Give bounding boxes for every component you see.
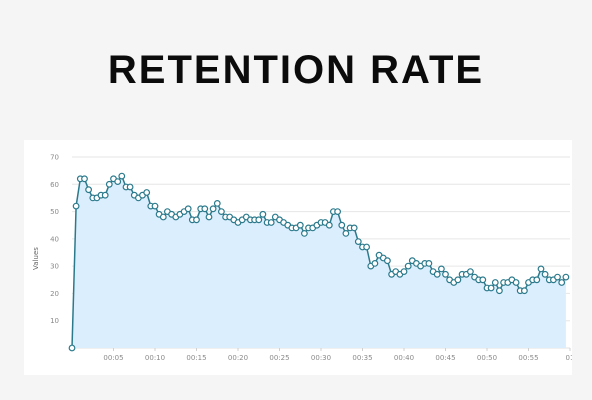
data-point[interactable] xyxy=(342,229,350,237)
y-axis-label: Values xyxy=(32,247,40,270)
data-point[interactable] xyxy=(105,180,113,188)
data-point[interactable] xyxy=(479,276,487,284)
data-point[interactable] xyxy=(85,186,92,194)
x-tick-label: 00:20 xyxy=(228,354,248,362)
chart-card: 10 20 30 40 50 60 70 00:05 00:10 00:15 00:20 00:25… xyxy=(24,140,572,375)
x-tick-label: 00:25 xyxy=(269,354,289,362)
area-fill-path xyxy=(72,176,566,348)
data-point[interactable] xyxy=(217,208,225,215)
x-tick-label: 00:15 xyxy=(186,354,206,362)
y-tick-label: 10 xyxy=(50,317,59,325)
data-point[interactable] xyxy=(159,213,167,221)
x-tick-label: 00:50 xyxy=(477,354,497,362)
data-point[interactable] xyxy=(454,276,462,284)
data-point[interactable] xyxy=(491,279,499,286)
data-point[interactable] xyxy=(537,265,545,273)
data-point[interactable] xyxy=(325,221,333,229)
x-tick-label: 00:05 xyxy=(103,354,123,362)
y-tick-label: 30 xyxy=(50,263,59,271)
x-tick-label: 00:45 xyxy=(435,354,455,362)
data-point[interactable] xyxy=(126,183,134,191)
data-point[interactable] xyxy=(487,284,495,292)
data-point[interactable] xyxy=(184,205,192,213)
data-point[interactable] xyxy=(114,178,122,185)
y-tick-label: 50 xyxy=(50,208,59,216)
data-point[interactable] xyxy=(350,224,358,232)
y-tick-label: 70 xyxy=(50,154,59,162)
data-point[interactable] xyxy=(301,229,308,237)
data-point[interactable] xyxy=(433,270,441,278)
data-point[interactable] xyxy=(384,257,391,265)
data-point[interactable] xyxy=(541,270,549,278)
x-tick-label: 00:40 xyxy=(394,354,414,362)
data-point[interactable] xyxy=(334,208,342,215)
data-point[interactable] xyxy=(533,276,541,284)
data-point[interactable] xyxy=(467,268,474,276)
data-point[interactable] xyxy=(338,221,346,229)
data-point[interactable] xyxy=(255,216,263,224)
data-point[interactable] xyxy=(201,205,209,213)
data-point[interactable] xyxy=(267,219,275,226)
x-tick-label: 00:35 xyxy=(352,354,372,362)
y-axis-ticks: 10 20 30 40 50 60 70 xyxy=(50,154,59,326)
data-point[interactable] xyxy=(205,213,213,221)
data-point[interactable] xyxy=(371,259,379,267)
y-tick-label: 40 xyxy=(50,235,59,243)
data-point[interactable] xyxy=(81,175,88,183)
data-point[interactable] xyxy=(442,270,449,278)
data-points xyxy=(68,172,570,352)
data-point[interactable] xyxy=(72,202,80,210)
data-point[interactable] xyxy=(354,238,362,245)
data-point[interactable] xyxy=(259,210,267,218)
x-tick-label: 01 xyxy=(566,354,572,362)
data-point[interactable] xyxy=(143,189,151,196)
x-axis-ticks: 00:05 00:10 00:15 00:20 00:25 00:30 00:35 00:40… xyxy=(103,348,572,362)
y-tick-label: 60 xyxy=(50,181,59,189)
data-point[interactable] xyxy=(438,265,445,273)
data-point[interactable] xyxy=(404,262,412,270)
data-point[interactable] xyxy=(512,279,520,286)
data-point[interactable] xyxy=(209,205,217,213)
y-tick-label: 20 xyxy=(50,290,59,298)
data-point[interactable] xyxy=(101,191,109,199)
data-point[interactable] xyxy=(554,273,561,281)
retention-chart: 10 20 30 40 50 60 70 00:05 00:10 00:15 00:20 00:25… xyxy=(32,154,572,363)
data-point[interactable] xyxy=(363,243,371,251)
data-point[interactable] xyxy=(151,202,159,210)
data-point[interactable] xyxy=(213,200,221,207)
data-point[interactable] xyxy=(118,172,126,180)
data-point[interactable] xyxy=(521,287,528,295)
x-tick-label: 00:10 xyxy=(145,354,165,362)
data-point[interactable] xyxy=(562,273,570,281)
page-title: RETENTION RATE xyxy=(107,48,485,92)
data-point[interactable] xyxy=(400,268,408,276)
data-point[interactable] xyxy=(425,259,433,267)
area-fill xyxy=(72,176,566,348)
data-point[interactable] xyxy=(558,279,566,286)
data-point[interactable] xyxy=(193,216,200,224)
data-point[interactable] xyxy=(296,221,304,229)
x-tick-label: 00:55 xyxy=(518,354,538,362)
data-point[interactable] xyxy=(496,287,503,295)
x-tick-label: 00:30 xyxy=(311,354,331,362)
data-point[interactable] xyxy=(68,344,76,352)
